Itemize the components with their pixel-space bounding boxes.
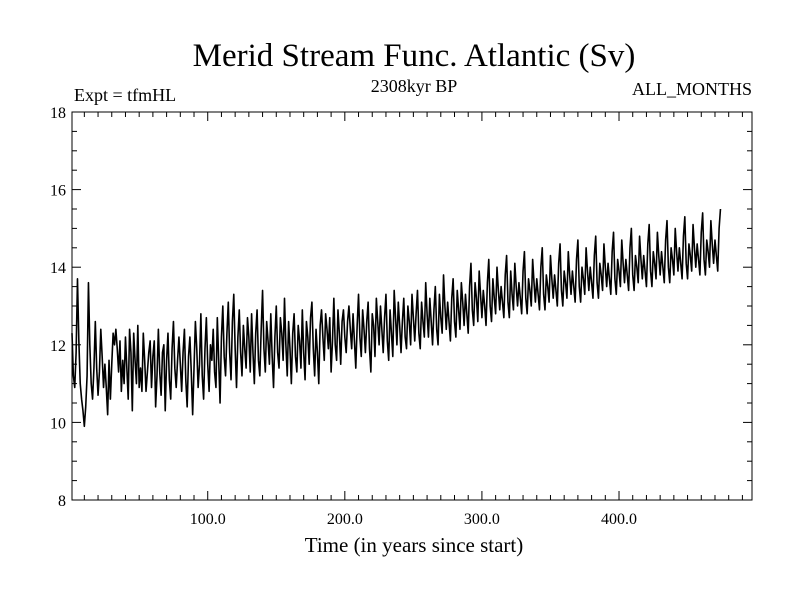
x-tick-label: 200.0 [327,511,363,528]
chart-subtitle-left: Expt = tfmHL [74,85,176,105]
x-tick-label: 400.0 [601,511,637,528]
x-tick-label: 300.0 [464,511,500,528]
x-axis-label: Time (in years since start) [305,533,524,557]
chart-title: Merid Stream Func. Atlantic (Sv) [193,38,636,74]
data-series-line [71,208,722,428]
x-axis: 100.0 200.0 300.0 400.0 [83,112,743,528]
x-tick-label: 100.0 [190,511,226,528]
y-tick-label: 12 [50,338,66,355]
y-tick-label: 16 [50,183,66,200]
chart-subtitle-center: 2308kyr BP [371,76,458,96]
y-tick-label: 14 [50,260,66,277]
y-tick-label: 18 [50,105,66,122]
series-layer [71,208,722,428]
y-tick-label: 8 [58,493,66,510]
y-tick-label: 10 [50,415,66,432]
chart-subtitle-right: ALL_MONTHS [632,79,752,99]
y-axis: 8 10 12 14 16 18 [50,105,752,510]
